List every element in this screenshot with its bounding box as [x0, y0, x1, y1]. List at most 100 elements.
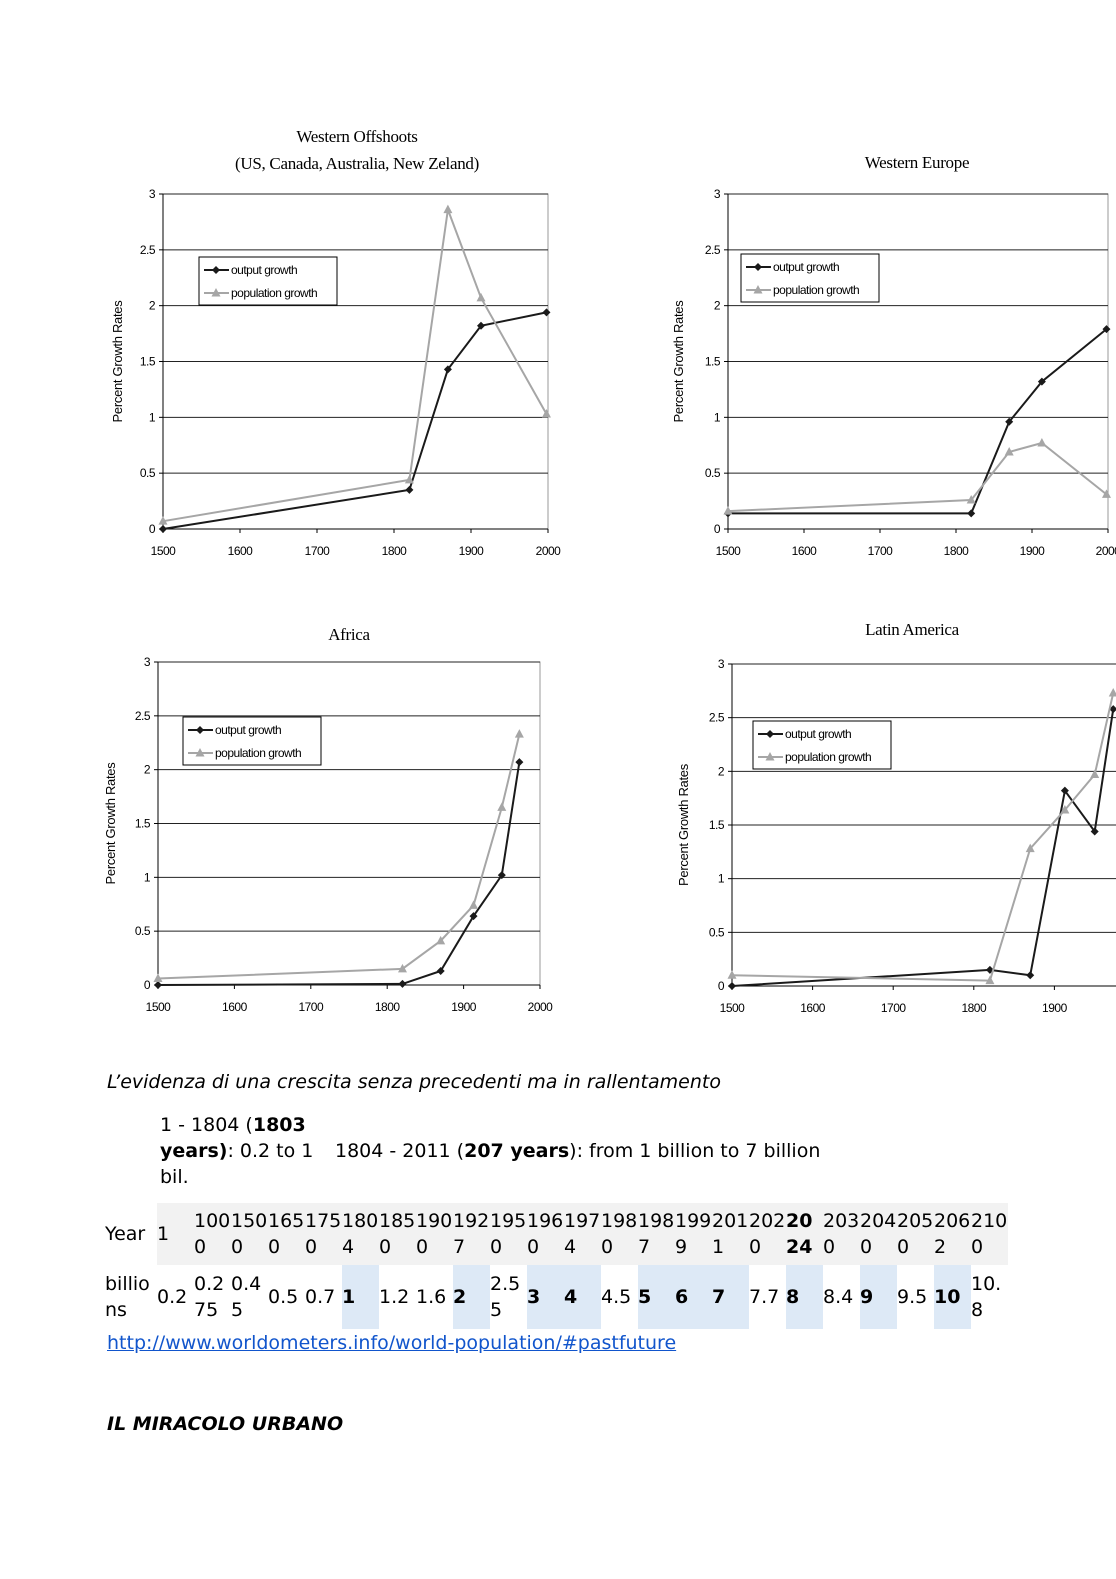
- value-cell: 2: [453, 1265, 490, 1329]
- data-point: [541, 408, 551, 418]
- year-cell: 1804: [342, 1203, 379, 1265]
- y-axis-label: Percent Growth Rates: [676, 763, 691, 886]
- legend: [740, 253, 880, 303]
- data-point: [477, 321, 486, 330]
- data-point: [1090, 827, 1099, 836]
- legend-label: population growth: [773, 283, 859, 297]
- y-tick-label: 1.5: [140, 355, 156, 369]
- year-cell: 1900: [416, 1203, 453, 1265]
- data-point: [723, 506, 733, 515]
- year-cell: 1987: [638, 1203, 675, 1265]
- row-label: Year: [105, 1203, 157, 1265]
- x-tick-label: 1600: [792, 544, 818, 558]
- value-cell: 2.55: [490, 1273, 521, 1321]
- section-heading: IL MIRACOLO URBANO: [107, 1413, 344, 1435]
- series-line: [157, 761, 521, 986]
- data-point: [1101, 489, 1111, 498]
- data-point: [1037, 377, 1046, 386]
- data-point: [542, 308, 551, 317]
- data-point: [1005, 417, 1014, 426]
- data-point: [985, 975, 995, 985]
- value-cell: 7: [712, 1265, 749, 1329]
- y-axis-label: Percent Growth Rates: [103, 762, 118, 885]
- data-point: [1037, 438, 1047, 447]
- value-cell: 0.45: [231, 1273, 262, 1321]
- row-label: billions: [105, 1273, 150, 1321]
- chart-subtitle: (US, Canada, Australia, New Zeland): [235, 154, 479, 173]
- year-cell: 1000: [194, 1203, 231, 1265]
- year-cell: 1: [157, 1203, 194, 1265]
- value-cell: 0.2: [157, 1286, 188, 1308]
- year-cell: 2020: [749, 1203, 786, 1265]
- year-cell: 1750: [305, 1203, 342, 1265]
- year-cell: 1927: [453, 1203, 490, 1265]
- data-point: [515, 758, 524, 767]
- y-tick-label: 2: [149, 299, 156, 313]
- data-point: [469, 900, 479, 909]
- value-cell: 1: [342, 1265, 379, 1329]
- data-point: [1108, 687, 1116, 697]
- x-tick-label: 2000: [536, 544, 562, 558]
- legend-marker: [212, 266, 220, 274]
- y-tick-label: 3: [149, 187, 156, 201]
- text-run: ): from 1 billion to 7 billion: [569, 1140, 821, 1162]
- y-tick-label: 0.5: [705, 466, 721, 480]
- text-run: 1804 - 2011 (: [335, 1140, 465, 1162]
- y-axis-label: Percent Growth Rates: [110, 300, 125, 423]
- text-run: 207 years: [464, 1140, 570, 1162]
- y-tick-label: 2.5: [705, 243, 721, 257]
- x-tick-label: 1800: [961, 1001, 987, 1015]
- text-run: 1 - 1804 (: [160, 1114, 253, 1136]
- data-point: [1102, 325, 1111, 334]
- x-tick-label: 1500: [716, 544, 742, 558]
- legend-label: output growth: [785, 727, 851, 741]
- legend-marker: [766, 730, 774, 738]
- x-tick-label: 1700: [305, 544, 331, 558]
- data-point: [159, 525, 167, 533]
- x-tick-label: 1700: [298, 1000, 324, 1014]
- data-point: [1109, 705, 1116, 714]
- x-tick-label: 1800: [944, 544, 970, 558]
- legend-marker: [754, 263, 762, 271]
- data-point: [1026, 971, 1035, 980]
- y-tick-label: 3: [144, 655, 151, 669]
- y-tick-label: 0.5: [135, 924, 151, 938]
- y-tick-label: 0: [144, 978, 151, 992]
- legend: [182, 716, 322, 766]
- x-tick-label: 1600: [222, 1000, 248, 1014]
- y-tick-label: 1: [144, 870, 151, 884]
- series-line: [162, 311, 547, 530]
- year-cell: 2040: [860, 1203, 897, 1265]
- year-cell: 1500: [231, 1203, 268, 1265]
- y-tick-label: 1: [149, 410, 156, 424]
- data-point: [966, 494, 976, 504]
- x-tick-label: 1800: [375, 1000, 401, 1014]
- link[interactable]: http://www.worldometers.info/world-popul…: [107, 1332, 677, 1354]
- legend-marker: [765, 752, 775, 761]
- x-tick-label: 1900: [1020, 544, 1046, 558]
- y-tick-label: 2: [144, 763, 151, 777]
- value-cell: 10.8: [971, 1273, 1002, 1321]
- years-row: Year 1 1000 1500 1650 1750 1804 1850 1900 1927 195…: [105, 1203, 1008, 1265]
- value-cell: 8.4: [823, 1286, 854, 1308]
- y-tick-label: 2: [718, 764, 725, 778]
- legend-label: population growth: [231, 286, 317, 300]
- y-tick-label: 0.5: [140, 466, 156, 480]
- year-cell: 1850: [379, 1203, 416, 1265]
- value-cell: 0.7: [305, 1286, 336, 1308]
- y-tick-label: 1: [718, 872, 725, 886]
- chart-title: Western Europe: [865, 153, 969, 172]
- y-tick-label: 1.5: [709, 818, 725, 832]
- population-table: Year 1 1000 1500 1650 1750 1804 1850 1900 1927 195…: [105, 1203, 1008, 1329]
- data-point: [1060, 804, 1070, 814]
- x-tick-label: 1700: [868, 544, 894, 558]
- period-text: 1804 - 2011 (207 years): from 1 billion …: [335, 1138, 820, 1164]
- data-point: [514, 729, 524, 738]
- chart-title: Western Offshoots: [296, 127, 417, 146]
- data-point: [497, 802, 507, 811]
- data-point: [154, 981, 162, 989]
- x-tick-label: 1700: [881, 1001, 907, 1015]
- year-cell: 2100: [971, 1203, 1008, 1265]
- chart-title: Latin America: [865, 620, 960, 639]
- y-axis-label: Percent Growth Rates: [671, 300, 686, 423]
